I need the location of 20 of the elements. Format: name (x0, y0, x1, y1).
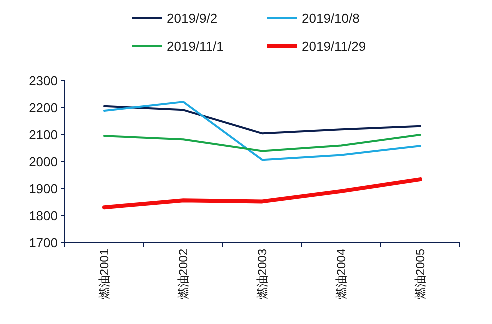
y-tick-label: 2200 (29, 100, 58, 116)
x-tick-label: 燃油2001 (98, 248, 112, 300)
line-series (104, 134, 422, 152)
y-tick-label: 1900 (29, 182, 58, 196)
y-tick-label: 1700 (29, 236, 58, 250)
line-series (102, 178, 422, 210)
legend-label: 2019/10/8 (302, 11, 360, 26)
y-tick-label: 2300 (29, 74, 58, 88)
x-tick-label: 燃油2003 (256, 248, 270, 300)
legend-label: 2019/9/2 (167, 11, 218, 26)
legend-label: 2019/11/29 (302, 39, 366, 54)
line-series (104, 105, 422, 135)
x-tick-label: 燃油2005 (414, 248, 428, 300)
line-series (104, 101, 422, 162)
y-tick-label: 2100 (29, 128, 58, 142)
y-tick-label: 1800 (29, 208, 58, 224)
x-tick-label: 燃油2004 (334, 248, 348, 300)
y-tick-label: 2000 (29, 154, 58, 170)
x-tick-label: 燃油2002 (176, 248, 190, 300)
legend-label: 2019/11/1 (167, 39, 224, 54)
